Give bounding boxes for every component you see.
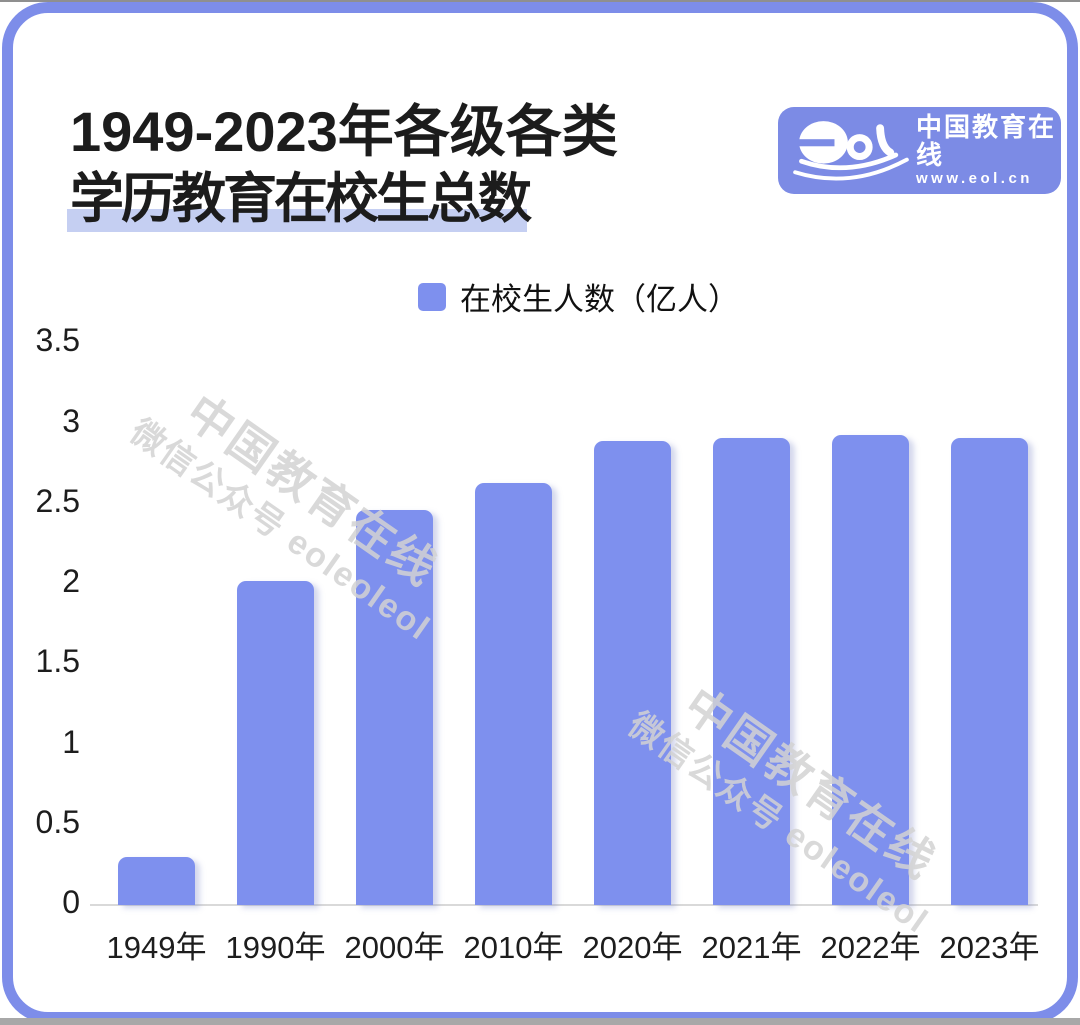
legend-color-swatch (418, 282, 446, 311)
legend-label: 在校生人数（亿人） (460, 282, 739, 317)
eol-brand-name: 中国教育在线 (916, 112, 1057, 170)
y-tick-label: 0 (62, 884, 80, 920)
bar-1949年 (118, 857, 195, 905)
bar-2021年 (713, 438, 790, 905)
watermark: 中国教育在线 微信公众号 eoleoleol (621, 678, 969, 941)
x-tick-label: 2010年 (463, 930, 564, 965)
title-highlight-bar (67, 209, 527, 232)
window-bottom-edge (0, 1018, 1080, 1025)
chart-legend: 在校生人数（亿人） (418, 274, 739, 319)
y-tick-label: 3.5 (35, 322, 80, 359)
bar-2010年 (475, 483, 552, 905)
eol-logo-text: 中国教育在线 www.eol.cn (916, 113, 1061, 188)
bar-2000年 (356, 510, 433, 905)
x-tick-label: 2020年 (582, 930, 683, 965)
y-tick-label: 2.5 (35, 482, 80, 519)
y-tick-label: 1 (62, 723, 80, 760)
bar-2022年 (832, 435, 909, 905)
eol-website: www.eol.cn (916, 170, 1033, 187)
x-tick-label: 2023年 (939, 930, 1040, 965)
y-tick-label: 0.5 (35, 803, 80, 840)
page-title-line1: 1949-2023年各级各类 (70, 100, 618, 163)
x-tick-label: 2022年 (820, 930, 921, 965)
x-tick-label: 2000年 (344, 930, 445, 965)
page-title-line2: 学历教育在校生总数 (67, 167, 532, 232)
y-tick-label: 2 (62, 563, 80, 599)
page-title: 1949-2023年各级各类 学历教育在校生总数 (67, 96, 618, 232)
y-tick-label: 1.5 (35, 643, 80, 680)
x-tick-label: 1990年 (225, 930, 326, 965)
x-tick-label: 2021年 (701, 930, 802, 965)
x-tick-label: 1949年 (106, 930, 207, 965)
window-top-edge (0, 0, 1080, 2)
eol-logo-icon (793, 120, 909, 181)
bar-1990年 (237, 581, 314, 905)
y-tick-label: 3 (62, 402, 80, 439)
bar-2020年 (594, 441, 671, 905)
bar-2023年 (951, 438, 1028, 905)
x-axis-line (90, 904, 1038, 906)
eol-logo-badge: 中国教育在线 www.eol.cn (778, 107, 1061, 194)
